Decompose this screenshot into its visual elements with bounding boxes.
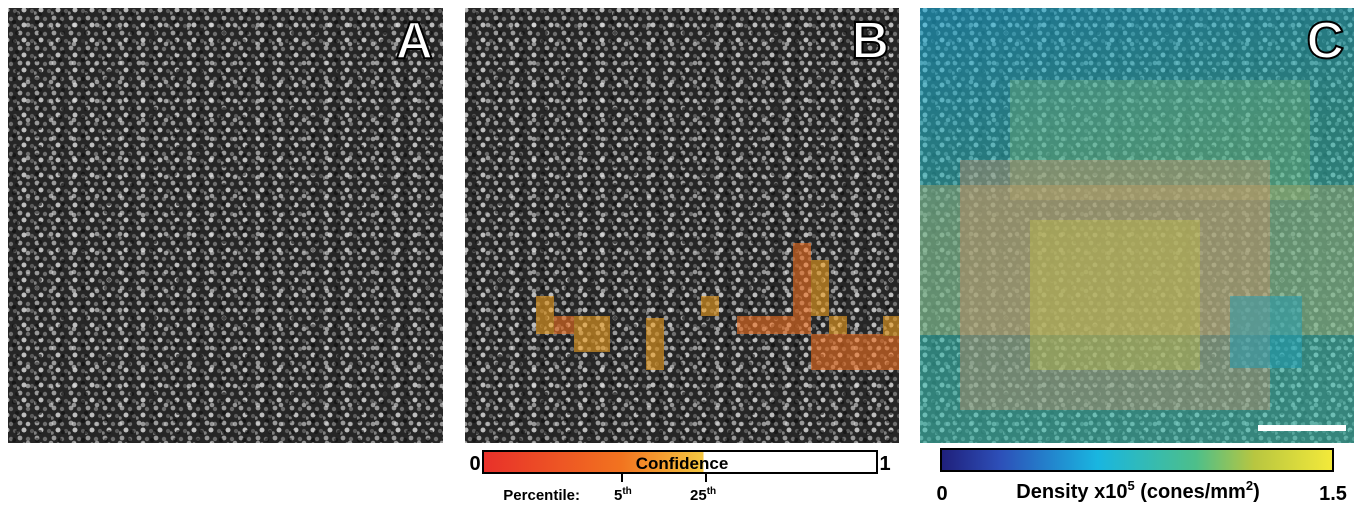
density-colorbar: 0 1.5 Density x105 (cones/mm2) [936,448,1347,505]
panel-label: C [1306,12,1344,70]
confidence-colorbar: 0 1 Confidence Percentile: 5th 25th [469,450,891,504]
panel-c: C [920,8,1354,443]
scale-bar [1258,425,1346,431]
panel-label: B [851,12,889,70]
tick-label: 25th [690,486,716,504]
percentile-label: Percentile: [503,487,580,504]
colorbar-title: Density x105 (cones/mm2) [1016,478,1259,503]
panel-label: A [395,12,433,70]
max-label: 1 [879,453,890,475]
min-label: 0 [469,453,480,475]
confidence-overlay [536,243,899,370]
colorbar-title: Confidence [636,454,729,473]
min-label: 0 [936,483,947,505]
panel-b: B [465,8,899,443]
tick-label: 5th [614,486,632,504]
panel-a: A [8,8,443,443]
max-label: 1.5 [1319,483,1347,505]
